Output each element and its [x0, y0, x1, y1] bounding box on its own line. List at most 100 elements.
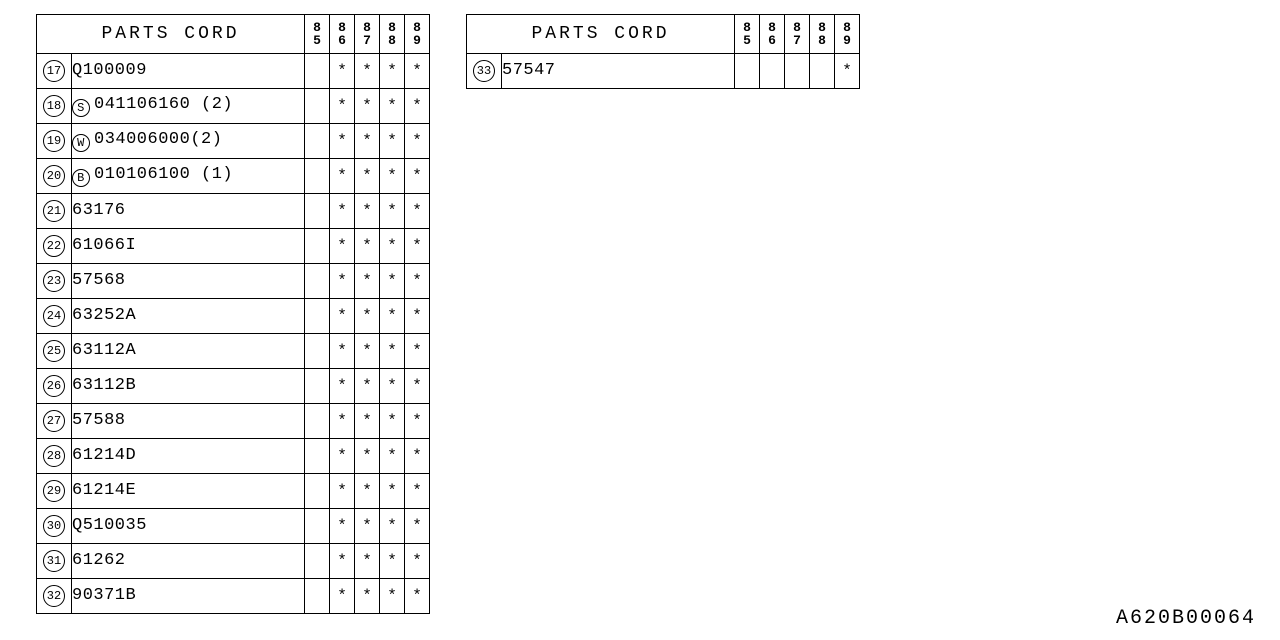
year-mark-cell: * [380, 159, 405, 194]
year-mark-cell: * [405, 544, 430, 579]
year-mark-cell: * [380, 229, 405, 264]
header-year-bottom: 6 [338, 34, 346, 47]
part-cell: B010106100 (1) [72, 159, 305, 194]
year-mark-cell: * [355, 474, 380, 509]
part-cell: 57588 [72, 404, 305, 439]
header-year-bottom: 8 [388, 34, 396, 47]
year-mark-cell: * [355, 194, 380, 229]
year-mark-cell: * [380, 334, 405, 369]
header-year-bottom: 5 [313, 34, 321, 47]
part-number: 63176 [72, 201, 126, 220]
year-mark-cell: * [380, 369, 405, 404]
table-row: 2961214E**** [37, 474, 430, 509]
year-mark-cell: * [355, 404, 380, 439]
year-mark-cell [305, 194, 330, 229]
part-number: 61214D [72, 446, 136, 465]
ref-cell: 20 [37, 159, 72, 194]
year-mark-cell: * [330, 194, 355, 229]
ref-number-icon: 29 [43, 480, 65, 502]
year-mark-cell: * [405, 54, 430, 89]
table-row: 33 57547 * [467, 54, 860, 89]
part-number: 63112B [72, 376, 136, 395]
header-year: 86 [760, 15, 785, 54]
year-mark-cell [305, 229, 330, 264]
ref-number-icon: 32 [43, 585, 65, 607]
ref-number-icon: 21 [43, 200, 65, 222]
year-mark-cell: * [405, 124, 430, 159]
year-mark-cell: * [835, 54, 860, 89]
year-mark-cell [305, 89, 330, 124]
table-row: 2261066I**** [37, 229, 430, 264]
ref-number-icon: 33 [473, 60, 495, 82]
header-title: PARTS CORD [37, 15, 305, 54]
year-mark-cell: * [330, 474, 355, 509]
table-row: 17Q100009**** [37, 54, 430, 89]
table-row: 2757588**** [37, 404, 430, 439]
table-row: 2463252A**** [37, 299, 430, 334]
table-row: 18S041106160 (2)**** [37, 89, 430, 124]
part-cell: 57547 [502, 54, 735, 89]
table-row: 2163176**** [37, 194, 430, 229]
year-mark-cell: * [355, 334, 380, 369]
part-number: 90371B [72, 586, 136, 605]
header-year-bottom: 5 [743, 34, 751, 47]
tables-container: PARTS CORD858687888917Q100009****18S0411… [0, 0, 1280, 614]
table-row: 3161262**** [37, 544, 430, 579]
ref-number-icon: 30 [43, 515, 65, 537]
year-mark-cell: * [380, 54, 405, 89]
parts-table: PARTS CORD85868788893357547* [466, 14, 860, 89]
part-number: 010106100 (1) [94, 165, 233, 184]
year-mark-cell [305, 334, 330, 369]
ref-cell: 27 [37, 404, 72, 439]
year-mark-cell: * [330, 299, 355, 334]
table-row: 2663112B**** [37, 369, 430, 404]
ref-number-icon: 18 [43, 95, 65, 117]
year-mark-cell: * [405, 369, 430, 404]
year-mark-cell [305, 54, 330, 89]
year-mark-cell: * [330, 509, 355, 544]
part-cell: Q100009 [72, 54, 305, 89]
ref-number-icon: 25 [43, 340, 65, 362]
year-mark-cell: * [355, 229, 380, 264]
year-mark-cell: * [405, 264, 430, 299]
header-year-bottom: 8 [818, 34, 826, 47]
year-mark-cell: * [355, 509, 380, 544]
year-mark-cell: * [405, 229, 430, 264]
part-cell: 61262 [72, 544, 305, 579]
ref-number-icon: 22 [43, 235, 65, 257]
header-year: 87 [785, 15, 810, 54]
part-cell: S041106160 (2) [72, 89, 305, 124]
part-cell: 63112A [72, 334, 305, 369]
year-mark-cell: * [355, 544, 380, 579]
header-year: 86 [330, 15, 355, 54]
part-number: 61214E [72, 481, 136, 500]
year-mark-cell: * [355, 369, 380, 404]
year-mark-cell [305, 404, 330, 439]
year-mark-cell [305, 299, 330, 334]
year-mark-cell: * [355, 124, 380, 159]
ref-number-icon: 20 [43, 165, 65, 187]
part-number: 61066I [72, 236, 136, 255]
parts-table: PARTS CORD858687888917Q100009****18S0411… [36, 14, 430, 614]
part-number: 034006000(2) [94, 130, 222, 149]
year-mark-cell: * [355, 89, 380, 124]
ref-number-icon: 31 [43, 550, 65, 572]
ref-cell: 26 [37, 369, 72, 404]
part-cell: Q510035 [72, 509, 305, 544]
table-row: 30Q510035**** [37, 509, 430, 544]
year-mark-cell: * [380, 509, 405, 544]
year-mark-cell: * [330, 124, 355, 159]
part-cell: 57568 [72, 264, 305, 299]
ref-cell: 33 [467, 54, 502, 89]
year-mark-cell: * [405, 439, 430, 474]
part-prefix-icon: W [72, 134, 90, 152]
part-number: 61262 [72, 551, 126, 570]
year-mark-cell: * [380, 264, 405, 299]
year-mark-cell: * [380, 89, 405, 124]
year-mark-cell [305, 544, 330, 579]
header-year-bottom: 9 [413, 34, 421, 47]
table-row: 20B010106100 (1)**** [37, 159, 430, 194]
part-cell: 61066I [72, 229, 305, 264]
ref-cell: 28 [37, 439, 72, 474]
header-year: 88 [380, 15, 405, 54]
